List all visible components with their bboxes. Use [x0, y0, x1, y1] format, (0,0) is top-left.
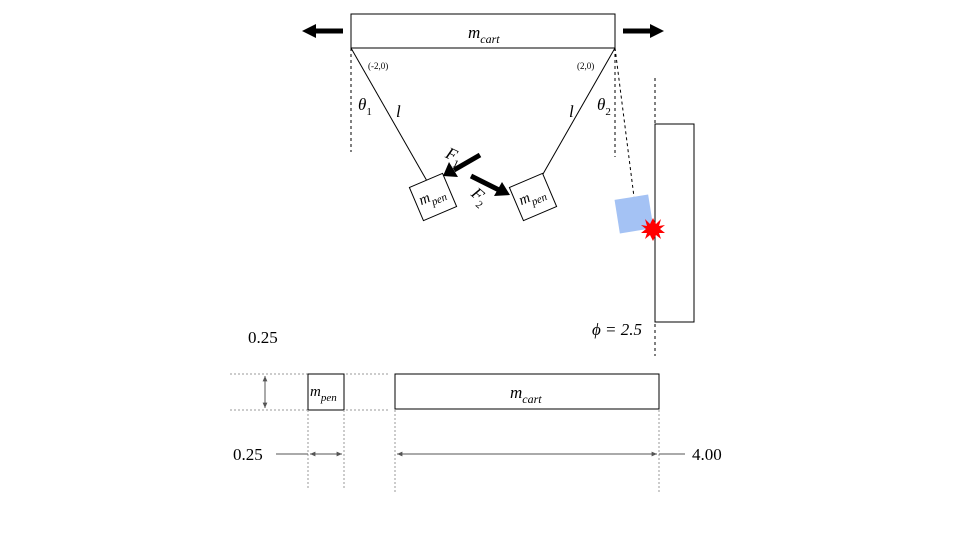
force-f1-arrow-icon — [443, 152, 482, 177]
pivot-right-label: (2,0) — [577, 61, 594, 71]
cart-dimension-mass-label: mcart — [510, 383, 542, 406]
left-pendulum-rod — [350, 47, 428, 182]
collision-dashed-rod — [614, 47, 635, 198]
theta1-label: θ1 — [358, 95, 372, 118]
colliding-bob — [614, 194, 654, 234]
force-f2-arrow-icon — [469, 173, 510, 196]
left-length-label: l — [396, 102, 401, 121]
cart-left-arrow-icon — [302, 24, 343, 38]
pen-dimension-box — [307, 373, 345, 411]
impact-burst-icon — [641, 218, 665, 241]
cart-mass-label: mcart — [468, 23, 500, 46]
pen-height-dimension-label: 0.25 — [248, 328, 278, 347]
wall — [654, 123, 695, 323]
cart-right-arrow-icon — [623, 24, 664, 38]
right-pendulum-bob: mpen — [508, 172, 558, 222]
right-pendulum-rod — [538, 47, 616, 182]
phi-label: ϕ = 2.5 — [592, 320, 642, 339]
cart-width-dimension-label: 4.00 — [692, 445, 722, 464]
left-pendulum-bob: mpen — [408, 172, 458, 222]
pivot-left-label: (-2,0) — [368, 61, 388, 71]
pen-width-dimension-label: 0.25 — [233, 445, 263, 464]
right-length-label: l — [569, 102, 574, 121]
pen-dimension-mass-label: mpen — [310, 384, 337, 404]
cart-body — [350, 13, 616, 49]
cart-dimension-box — [394, 373, 660, 410]
theta2-label: θ2 — [597, 95, 611, 118]
